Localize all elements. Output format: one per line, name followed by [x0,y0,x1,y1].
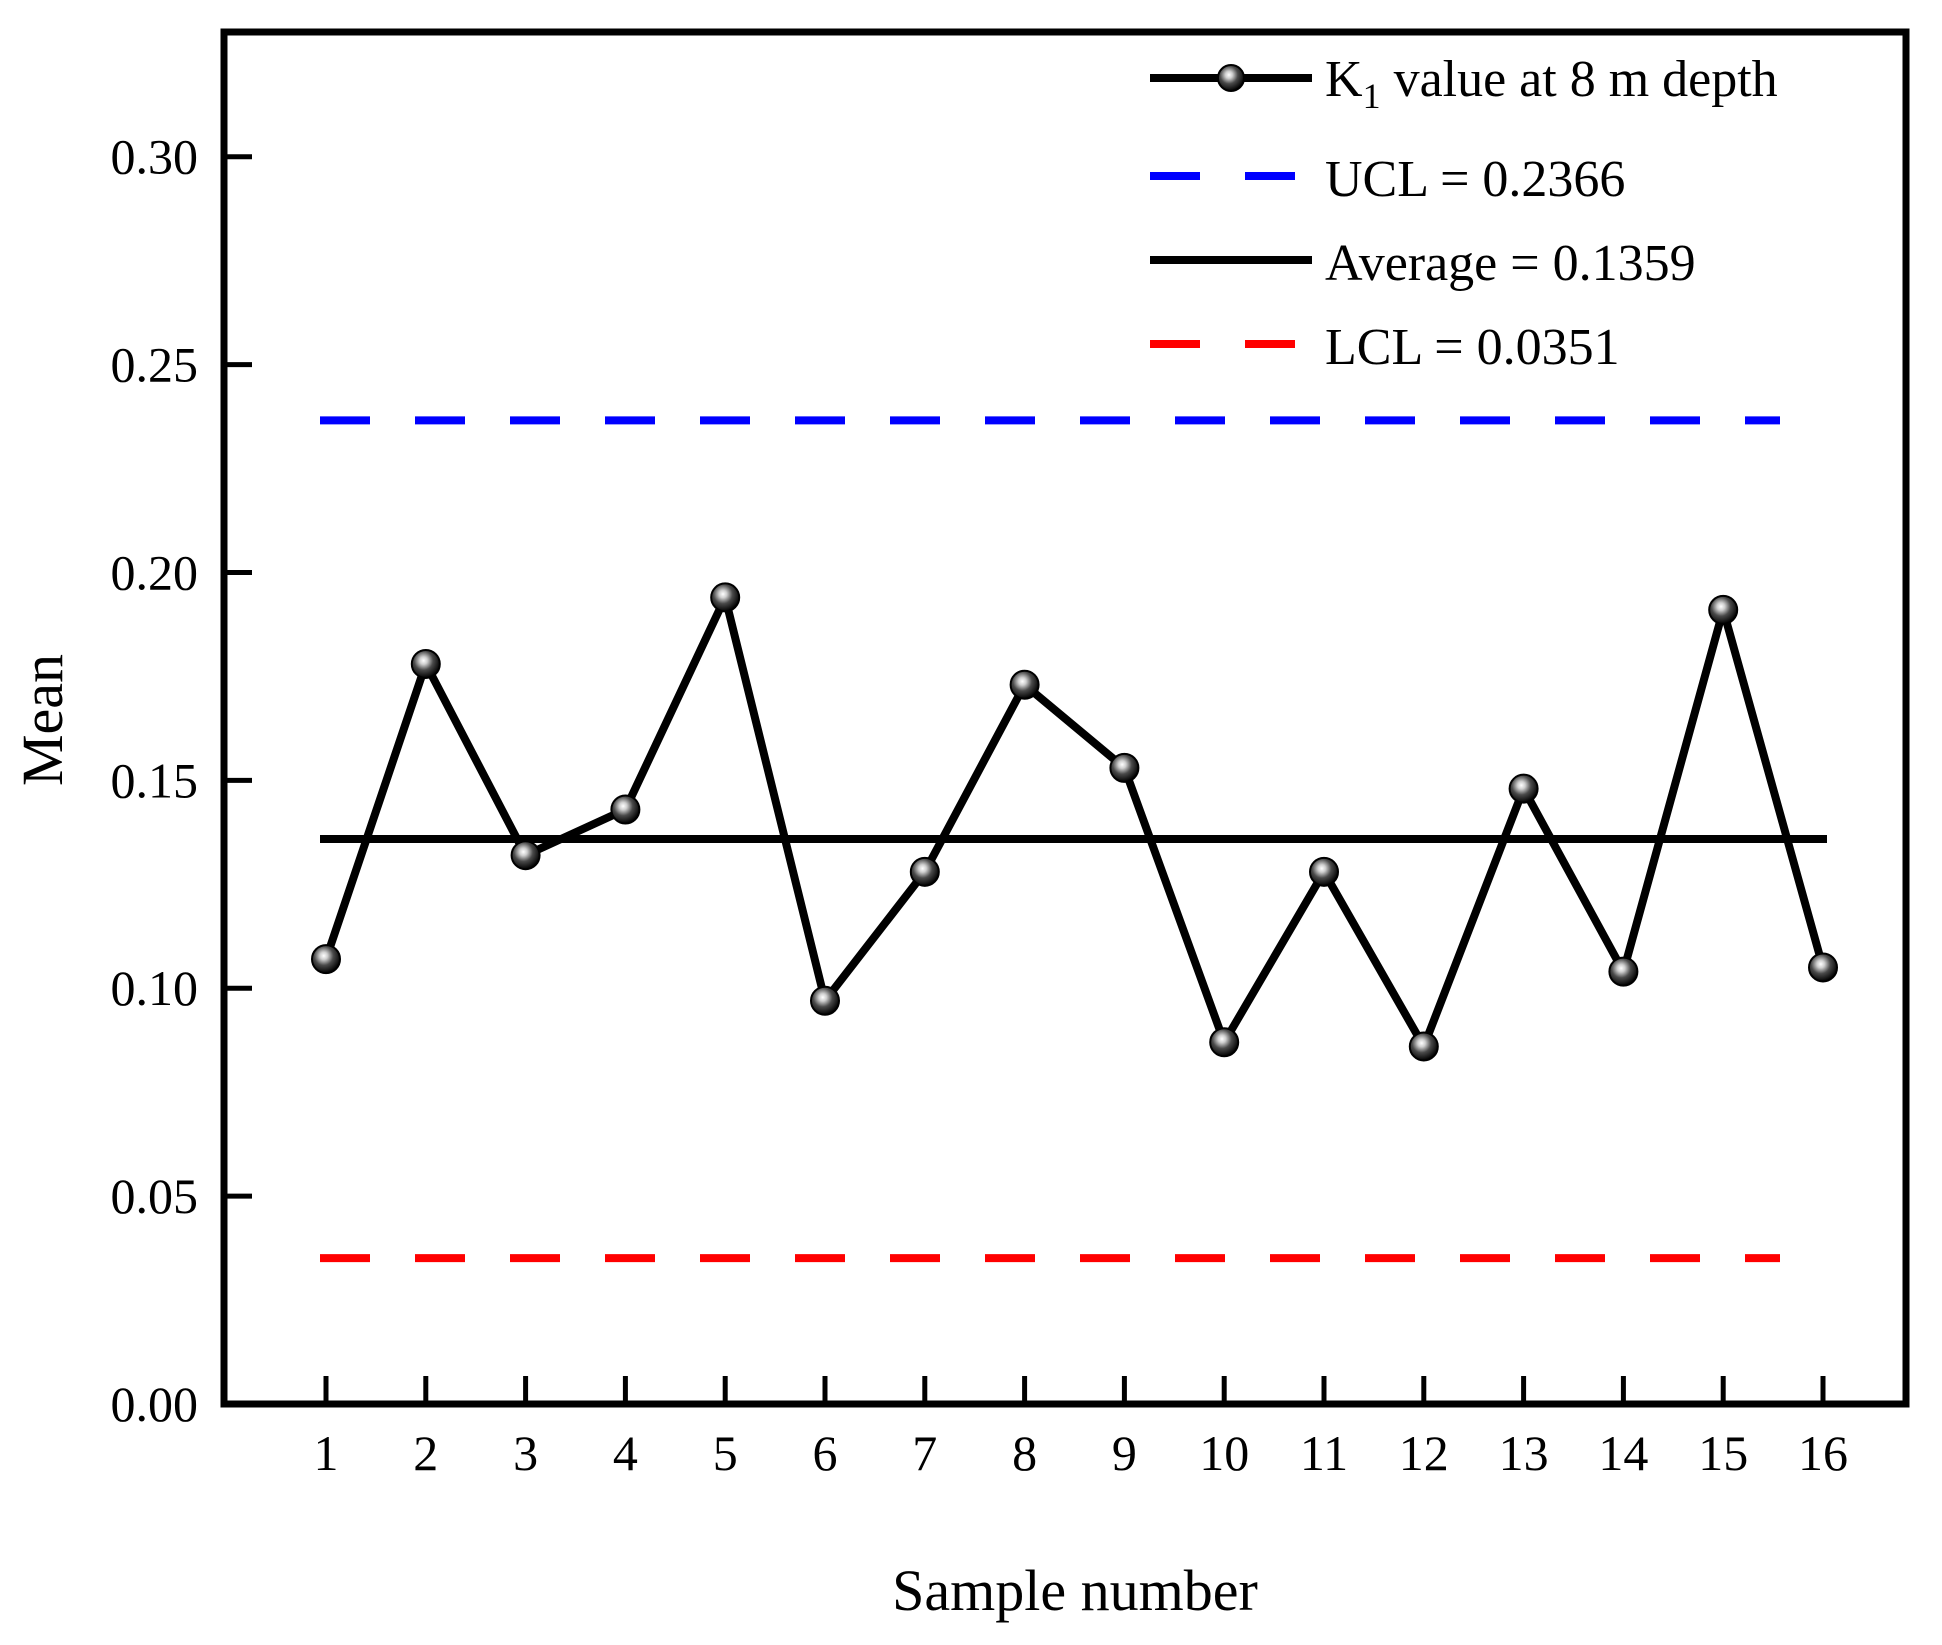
data-point-11 [1309,856,1339,887]
data-point-7 [909,856,940,887]
y-tick-label: 0.00 [111,1376,199,1432]
x-tick-label: 11 [1300,1425,1348,1481]
data-point-5 [710,582,741,613]
legend-lcl-label: LCL = 0.0351 [1325,319,1620,376]
legend-series-marker [1217,64,1245,92]
data-point-6 [810,985,840,1016]
data-point-13 [1508,773,1539,804]
x-tick-label: 13 [1499,1425,1549,1481]
y-tick-label: 0.25 [111,337,199,393]
x-tick-label: 12 [1399,1425,1449,1481]
x-tick-label: 2 [413,1425,438,1481]
legend-series-label: K1 value at 8 m depth [1325,51,1778,116]
legend-average-label: Average = 0.1359 [1325,235,1696,292]
legend-item-series: K1 value at 8 m depth [1150,51,1778,116]
data-point-16 [1808,952,1838,983]
x-tick-label: 10 [1199,1425,1249,1481]
data-point-4 [610,794,641,825]
data-markers [311,582,1838,1062]
data-point-3 [510,840,541,871]
data-point-8 [1009,669,1040,700]
x-tick-label: 7 [912,1425,937,1481]
data-point-9 [1109,752,1140,783]
data-point-2 [410,648,441,679]
y-tick-label: 0.15 [111,752,199,808]
data-point-14 [1608,956,1639,987]
y-tick-label: 0.05 [111,1168,199,1224]
reference-lines [320,416,1827,1263]
x-tick-label: 1 [314,1425,339,1481]
y-axis-title: Mean [10,654,75,786]
y-tick-label: 0.30 [111,129,199,185]
plot-frame [220,28,1910,1408]
y-tick-label: 0.20 [111,544,199,600]
data-point-10 [1209,1027,1240,1058]
legend-item-average: Average = 0.1359 [1150,235,1696,292]
x-tick-label: 9 [1112,1425,1137,1481]
x-tick-label: 4 [613,1425,638,1481]
legend-ucl-label: UCL = 0.2366 [1325,151,1625,208]
data-point-15 [1708,594,1739,625]
legend-item-ucl: UCL = 0.2366 [1150,151,1625,208]
legend: K1 value at 8 m depth UCL = 0.2366 Avera… [1150,51,1778,376]
x-tick-label: 14 [1598,1425,1648,1481]
series-line-group [322,593,1827,1051]
x-axis-title: Sample number [892,1558,1258,1623]
y-tick-label: 0.10 [111,960,199,1016]
x-tick-label: 6 [813,1425,838,1481]
data-point-1 [311,944,341,975]
y-axis-ticks: 0.00 0.05 0.10 0.15 0.20 0.25 0.30 [111,129,252,1432]
legend-item-lcl: LCL = 0.0351 [1150,319,1620,376]
series-line [322,593,1827,1051]
x-axis-ticks: 1 2 3 4 5 6 7 8 9 10 11 12 13 14 15 16 [314,1376,1848,1481]
x-tick-label: 8 [1012,1425,1037,1481]
x-tick-label: 15 [1698,1425,1748,1481]
x-tick-label: 3 [513,1425,538,1481]
x-tick-label: 5 [713,1425,738,1481]
data-point-12 [1408,1031,1439,1062]
x-tick-label: 16 [1798,1425,1848,1481]
